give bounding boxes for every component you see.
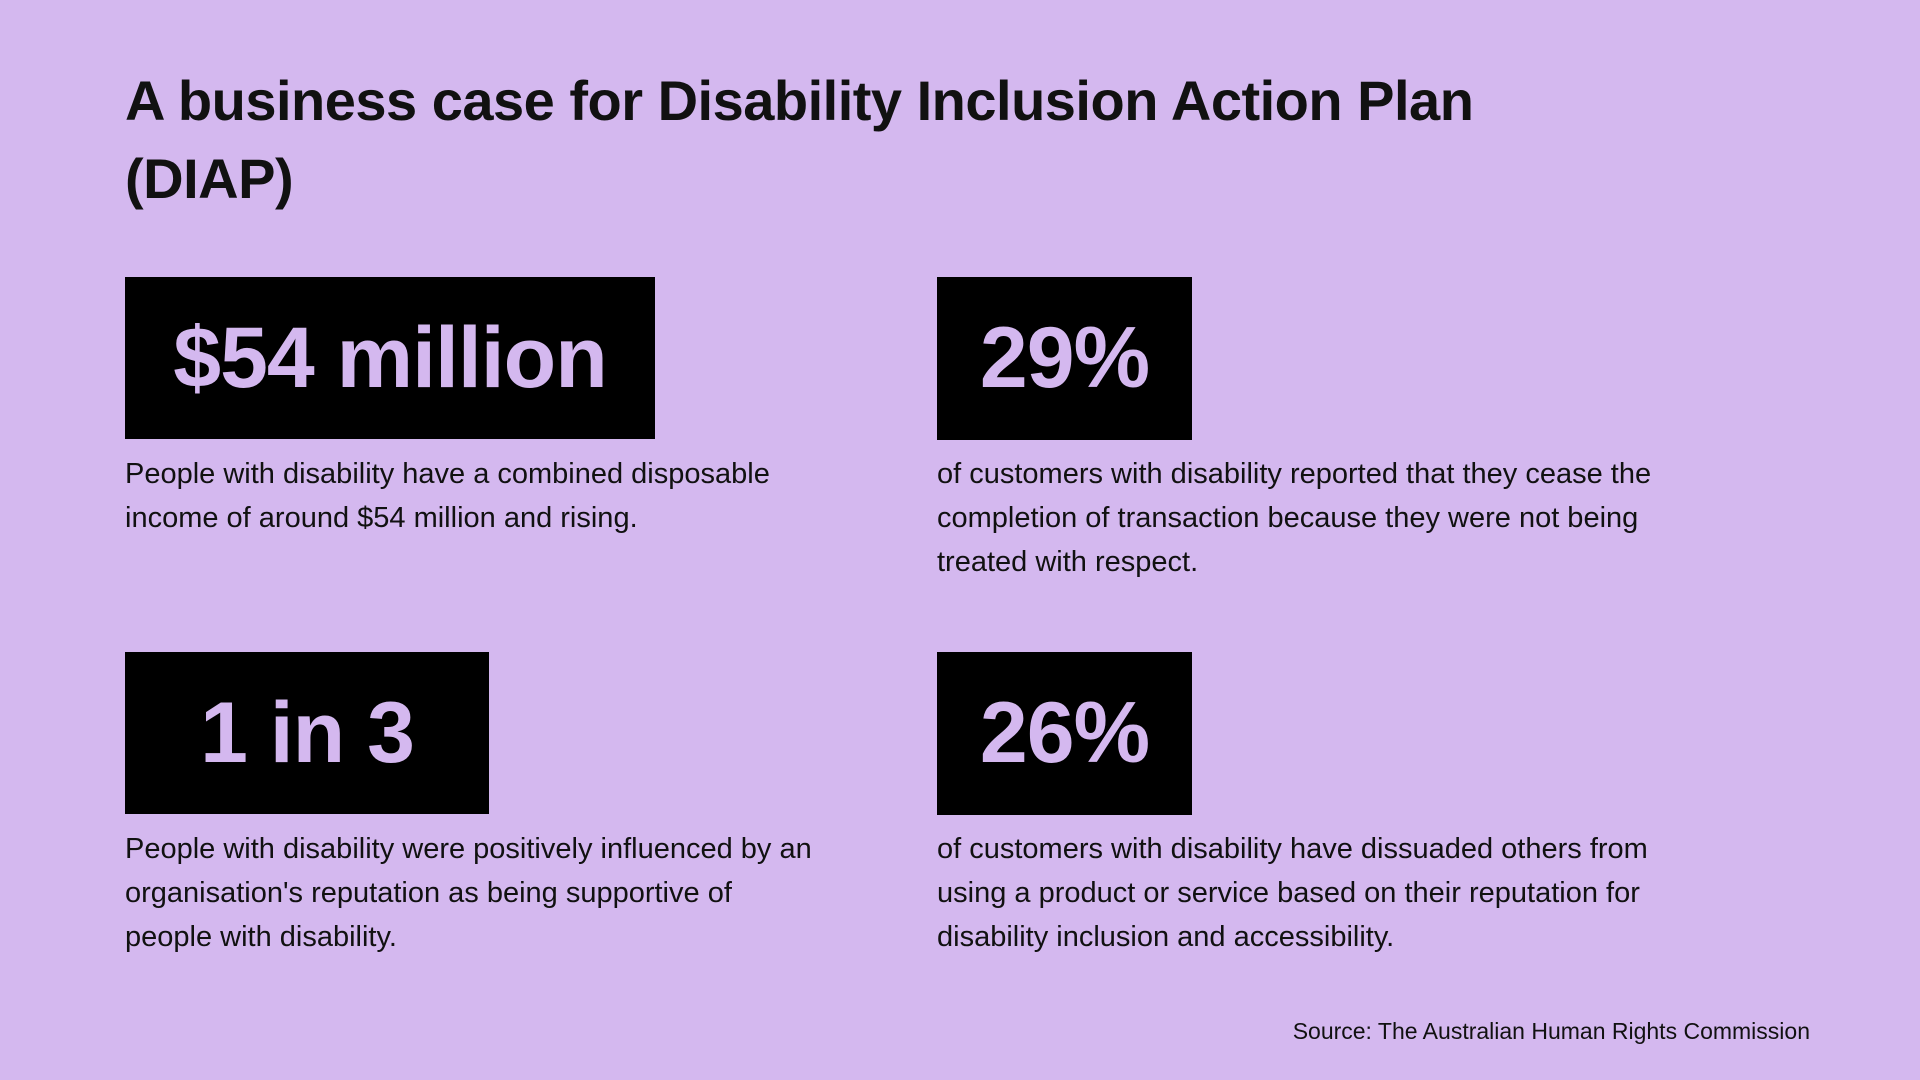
- stat-value-reputation: 1 in 3: [125, 652, 489, 814]
- stat-description-reputation: People with disability were positively i…: [125, 833, 812, 953]
- page-title: A business case for Disability Inclusion…: [125, 69, 1474, 210]
- stat-description-ceased-transactions: of customers with disability reported th…: [937, 458, 1652, 578]
- stat-value-ceased-transactions: 29%: [937, 277, 1192, 440]
- source-citation: Source: The Australian Human Rights Comm…: [1292, 1018, 1810, 1044]
- stat-value-income: $54 million: [125, 277, 655, 439]
- stat-description-income: People with disability have a combined d…: [125, 458, 770, 534]
- stat-value-dissuaded: 26%: [937, 652, 1192, 815]
- stat-description-dissuaded: of customers with disability have dissua…: [937, 833, 1648, 953]
